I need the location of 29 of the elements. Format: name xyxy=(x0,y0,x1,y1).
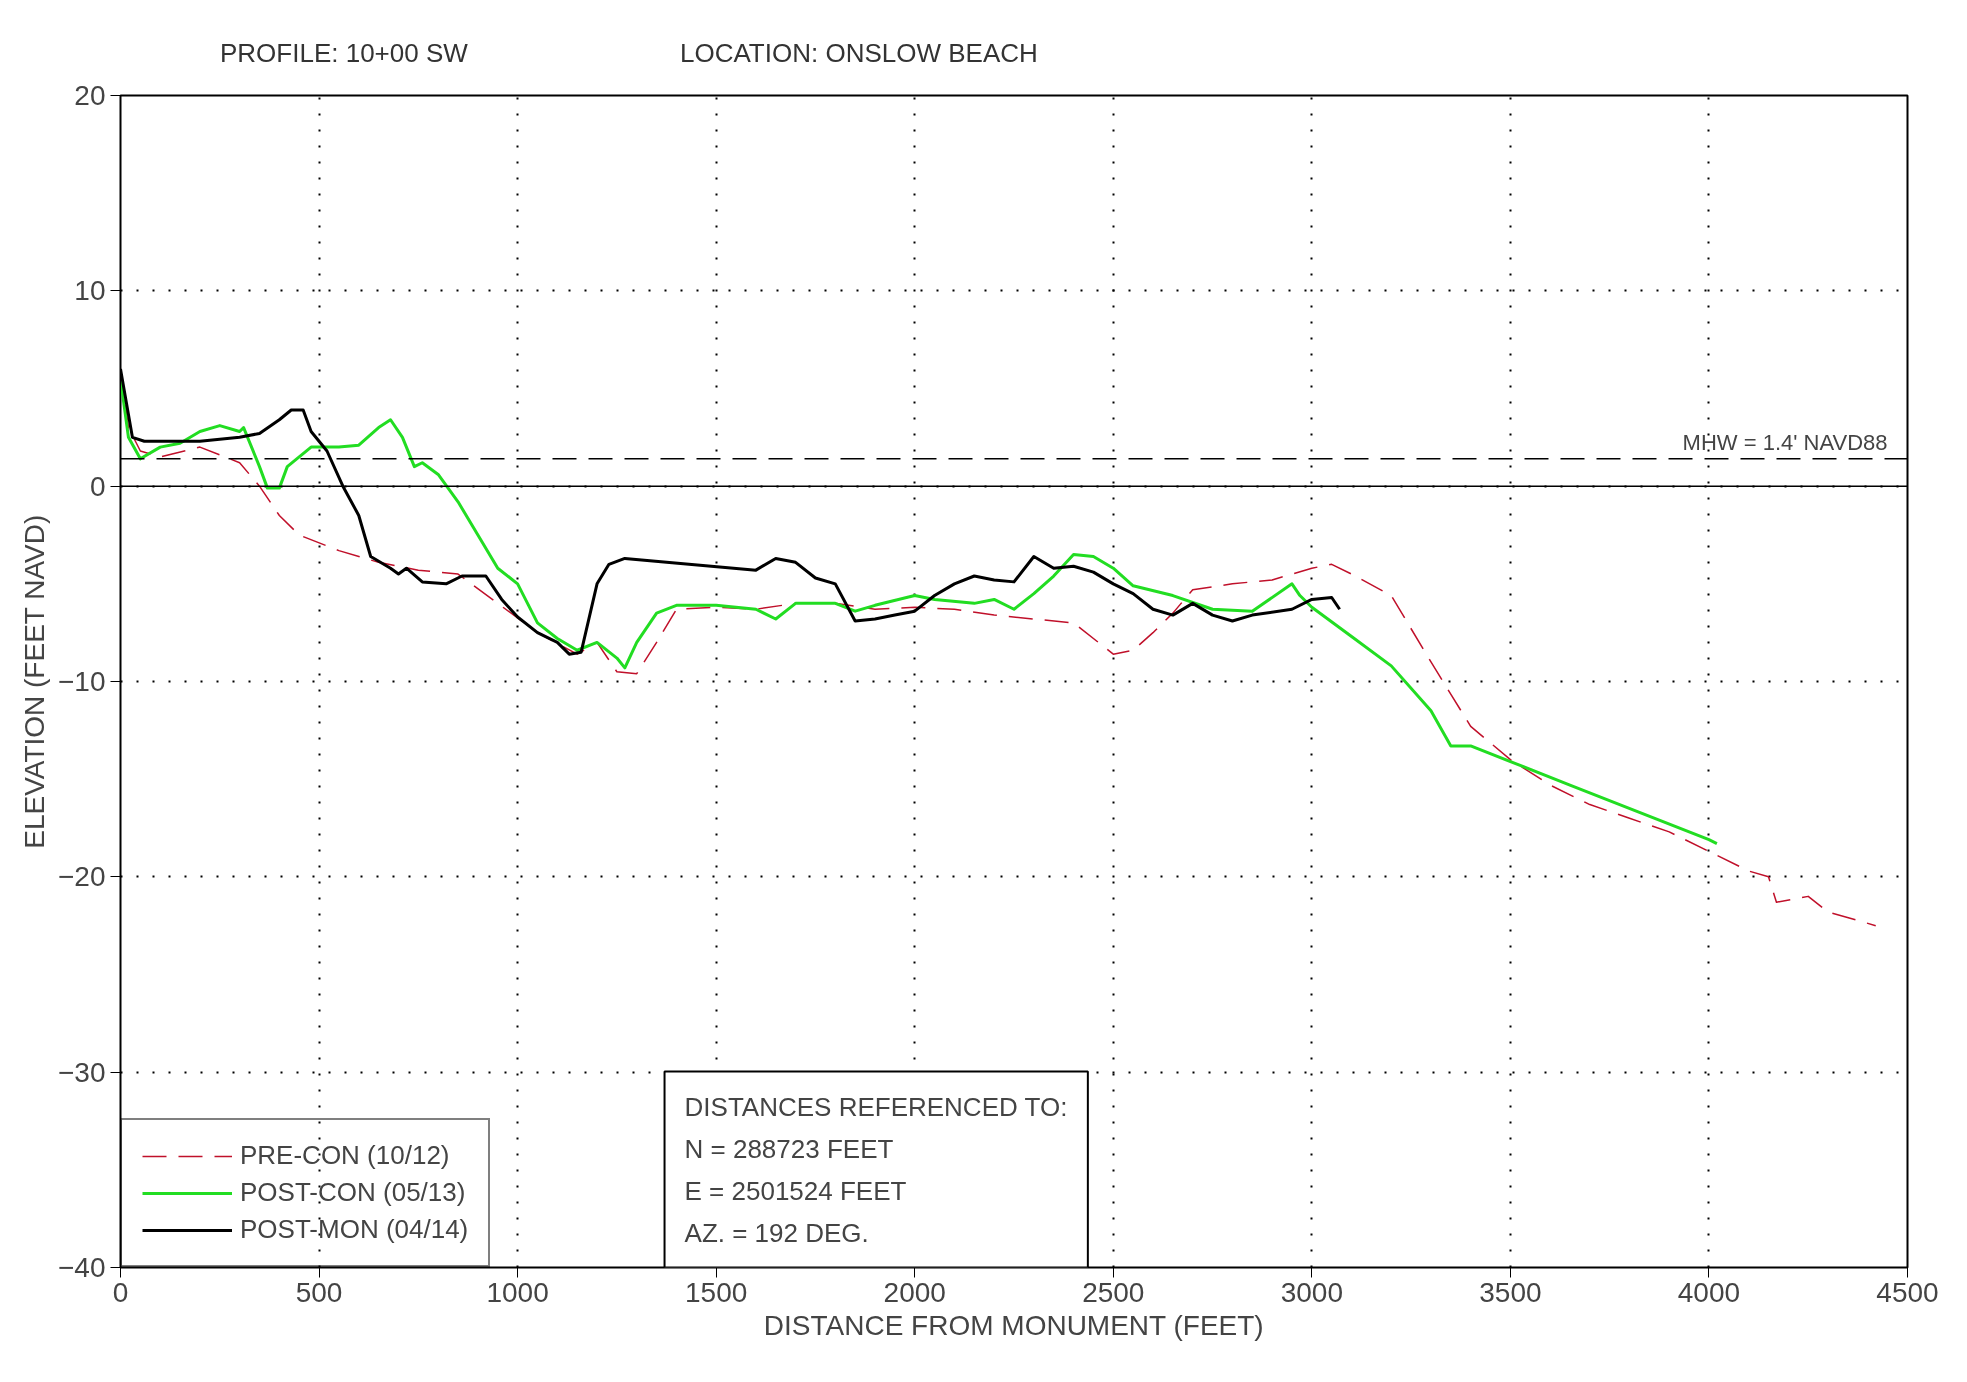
chart-title: PROFILE: 10+00 SW xyxy=(220,37,468,70)
annotation: E = 2501524 FEET xyxy=(684,1175,907,1206)
x-tick-label: 4500 xyxy=(1876,1276,1939,1308)
ref-line-label: MHW = 1.4' NAVD88 xyxy=(1682,429,1888,455)
x-tick-label: 3500 xyxy=(1479,1276,1542,1308)
y-tick-label: 20 xyxy=(74,80,106,111)
x-tick-label: 3000 xyxy=(1280,1276,1343,1308)
y-axis-title: ELEVATION (FEET NAVD) xyxy=(19,514,50,849)
y-tick-label: −10 xyxy=(58,666,106,697)
annotation: DISTANCES REFERENCED TO: xyxy=(684,1091,1068,1122)
chart-subtitle: LOCATION: ONSLOW BEACH xyxy=(680,37,1038,70)
x-axis-title: DISTANCE FROM MONUMENT (FEET) xyxy=(763,1309,1264,1341)
x-tick-label: 1000 xyxy=(486,1276,549,1308)
x-tick-label: 2000 xyxy=(883,1276,946,1308)
y-tick-label: 10 xyxy=(74,275,106,307)
x-tick-label: 0 xyxy=(112,1276,129,1308)
y-tick-label: −20 xyxy=(58,861,106,893)
y-tick-label: −40 xyxy=(58,1252,106,1283)
x-tick-label: 4000 xyxy=(1677,1276,1741,1308)
y-tick-label: 0 xyxy=(89,470,106,502)
legend-label: POST-CON (05/13) xyxy=(240,1177,466,1208)
x-tick-label: 2500 xyxy=(1082,1276,1145,1308)
legend-label: PRE-CON (10/12) xyxy=(240,1140,450,1171)
x-tick-label: 500 xyxy=(295,1276,343,1308)
y-tick-label: −30 xyxy=(58,1056,106,1088)
annotation: AZ. = 192 DEG. xyxy=(684,1217,869,1248)
annotation: N = 288723 FEET xyxy=(684,1133,894,1164)
legend-label: POST-MON (04/14) xyxy=(240,1214,469,1245)
x-tick-label: 1500 xyxy=(685,1276,748,1308)
